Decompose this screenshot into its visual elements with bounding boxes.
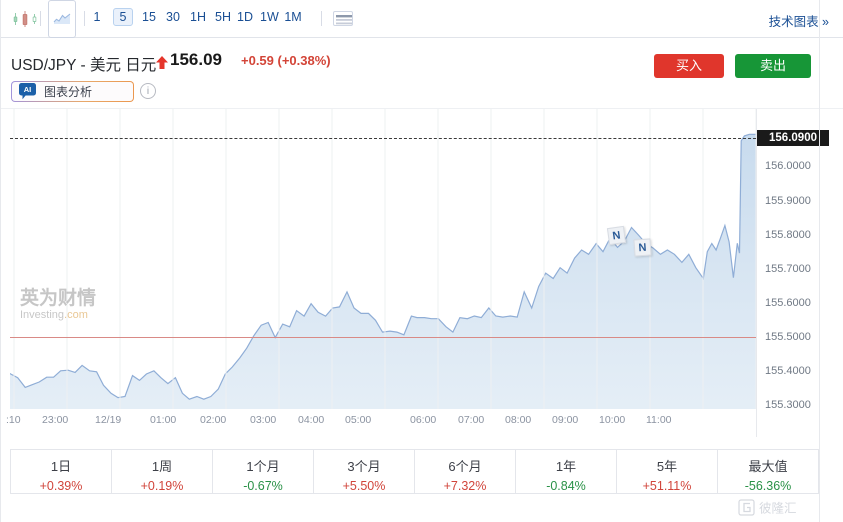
svg-text:英为财情: 英为财情 [20,286,96,309]
svg-text:彼隆汇: 彼隆汇 [759,501,797,516]
svg-text:Investing.com: Investing.com [20,309,88,321]
svg-text:AI: AI [24,85,32,94]
